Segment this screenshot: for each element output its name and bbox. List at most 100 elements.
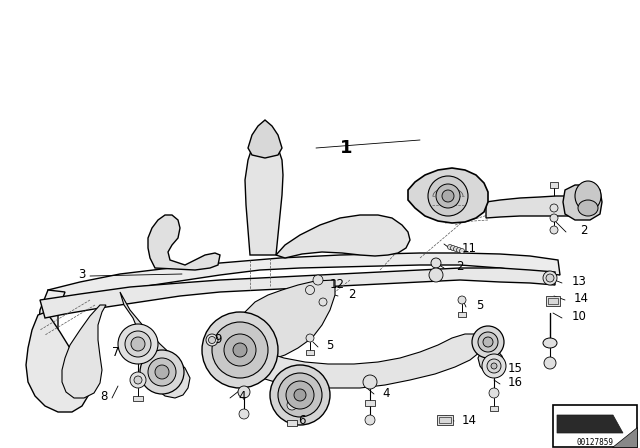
Circle shape bbox=[544, 357, 556, 369]
Text: 7: 7 bbox=[112, 345, 120, 358]
Text: 14: 14 bbox=[462, 414, 477, 426]
Text: 1: 1 bbox=[340, 139, 353, 157]
Text: 2: 2 bbox=[348, 288, 355, 301]
Ellipse shape bbox=[575, 181, 601, 211]
Circle shape bbox=[550, 226, 558, 234]
Circle shape bbox=[202, 312, 278, 388]
Circle shape bbox=[428, 176, 468, 216]
Circle shape bbox=[125, 331, 151, 357]
Polygon shape bbox=[563, 185, 602, 220]
Text: 00127859: 00127859 bbox=[577, 438, 614, 447]
Text: 2: 2 bbox=[580, 224, 588, 237]
Circle shape bbox=[456, 247, 461, 253]
Circle shape bbox=[491, 363, 497, 369]
Polygon shape bbox=[36, 290, 90, 400]
Polygon shape bbox=[245, 138, 283, 255]
Circle shape bbox=[447, 245, 452, 250]
Circle shape bbox=[543, 271, 557, 285]
Text: 5: 5 bbox=[326, 339, 333, 352]
Text: 15: 15 bbox=[508, 362, 523, 375]
Circle shape bbox=[365, 415, 375, 425]
Bar bbox=[550, 182, 558, 188]
Polygon shape bbox=[235, 280, 335, 362]
Bar bbox=[553, 405, 637, 447]
Circle shape bbox=[483, 337, 493, 347]
Circle shape bbox=[482, 354, 506, 378]
Text: 14: 14 bbox=[574, 292, 589, 305]
Circle shape bbox=[278, 373, 322, 417]
Polygon shape bbox=[557, 415, 623, 433]
Polygon shape bbox=[62, 305, 106, 398]
Bar bbox=[306, 350, 314, 355]
Text: 11: 11 bbox=[462, 241, 477, 254]
Circle shape bbox=[550, 214, 558, 222]
Circle shape bbox=[451, 246, 456, 250]
Circle shape bbox=[233, 343, 247, 357]
Text: 6: 6 bbox=[298, 414, 305, 426]
Polygon shape bbox=[48, 253, 560, 302]
Circle shape bbox=[118, 324, 158, 364]
Polygon shape bbox=[276, 215, 410, 258]
Text: 9: 9 bbox=[214, 332, 221, 345]
Text: 2: 2 bbox=[456, 259, 463, 272]
Polygon shape bbox=[40, 268, 555, 318]
Bar bbox=[133, 396, 143, 401]
Circle shape bbox=[478, 332, 498, 352]
Circle shape bbox=[286, 381, 314, 409]
Bar bbox=[548, 298, 558, 304]
Text: 12: 12 bbox=[330, 277, 345, 290]
Bar bbox=[546, 296, 560, 306]
Text: 13: 13 bbox=[572, 275, 587, 288]
Circle shape bbox=[429, 268, 443, 282]
Circle shape bbox=[155, 365, 169, 379]
Circle shape bbox=[294, 389, 306, 401]
Circle shape bbox=[224, 334, 256, 366]
Text: 5: 5 bbox=[476, 298, 483, 311]
Circle shape bbox=[546, 274, 554, 282]
Circle shape bbox=[436, 184, 460, 208]
Bar bbox=[458, 312, 466, 317]
Bar bbox=[439, 417, 451, 423]
Circle shape bbox=[140, 350, 184, 394]
Circle shape bbox=[287, 400, 297, 410]
Text: 4: 4 bbox=[238, 389, 246, 402]
Circle shape bbox=[206, 334, 218, 346]
Text: 10: 10 bbox=[572, 310, 587, 323]
Circle shape bbox=[363, 375, 377, 389]
Circle shape bbox=[305, 285, 314, 294]
Circle shape bbox=[209, 336, 216, 344]
Bar bbox=[287, 420, 297, 426]
Polygon shape bbox=[612, 427, 637, 447]
Circle shape bbox=[239, 409, 249, 419]
Circle shape bbox=[148, 358, 176, 386]
Circle shape bbox=[130, 372, 146, 388]
Text: 8: 8 bbox=[100, 389, 108, 402]
Polygon shape bbox=[486, 196, 586, 218]
Text: 16: 16 bbox=[508, 375, 523, 388]
Polygon shape bbox=[240, 334, 484, 388]
Circle shape bbox=[238, 386, 250, 398]
Circle shape bbox=[454, 246, 458, 251]
Ellipse shape bbox=[543, 338, 557, 348]
Circle shape bbox=[319, 298, 327, 306]
Circle shape bbox=[487, 359, 501, 373]
Circle shape bbox=[472, 326, 504, 358]
Bar bbox=[490, 406, 498, 411]
Ellipse shape bbox=[578, 200, 598, 216]
Circle shape bbox=[313, 275, 323, 285]
Bar bbox=[365, 400, 375, 406]
Circle shape bbox=[458, 296, 466, 304]
Circle shape bbox=[270, 365, 330, 425]
Polygon shape bbox=[478, 342, 505, 376]
Circle shape bbox=[134, 376, 142, 384]
Polygon shape bbox=[26, 312, 88, 412]
Circle shape bbox=[131, 337, 145, 351]
Text: 3: 3 bbox=[78, 267, 85, 280]
Circle shape bbox=[306, 334, 314, 342]
Circle shape bbox=[550, 204, 558, 212]
Circle shape bbox=[212, 322, 268, 378]
Polygon shape bbox=[408, 168, 488, 223]
Circle shape bbox=[460, 249, 465, 254]
Circle shape bbox=[489, 388, 499, 398]
Circle shape bbox=[442, 190, 454, 202]
